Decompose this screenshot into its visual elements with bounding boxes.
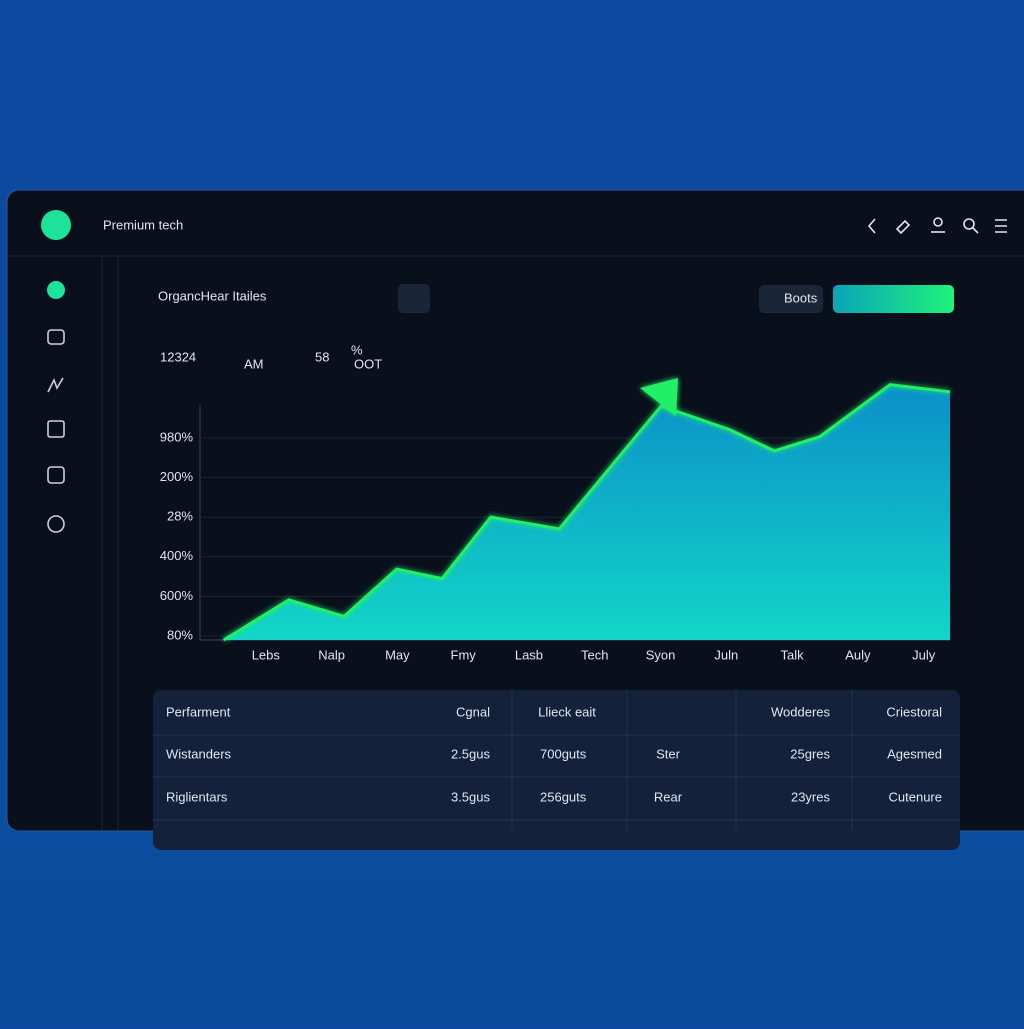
table: Perfarment Cgnal Llieck eait Wodderes Criest… [153,690,960,850]
y-tick-label: 200% [160,469,194,484]
x-tick-label: July [912,647,936,662]
table-cell: 25gres [790,746,830,761]
line [222,383,951,642]
table-header: Perfarment [166,704,231,719]
x-tick-label: Nalp [318,647,345,662]
button-label: Boots [784,290,818,305]
toolbar-icons[interactable] [867,217,1007,235]
sidebar-icons[interactable] [47,281,65,533]
x-tick-label: Auly [845,647,871,662]
table-header: Llieck eait [538,704,596,719]
table-cell: 3.5gus [451,789,491,804]
stat-unit: AM [244,356,264,371]
table-cell: Wistanders [166,746,232,761]
x-tick-label: Juln [714,647,738,662]
page-title: OrgancHear Itailes [158,288,267,303]
table-cell: Cutenure [889,789,942,804]
arrow-head [640,378,678,416]
y-tick-label: 80% [167,627,193,642]
table-header: Wodderes [771,704,831,719]
icon-button[interactable] [398,284,430,313]
table-cell: Ster [656,746,681,761]
x-tick-label: Lebs [252,647,281,662]
table-bg [153,690,960,850]
x-tick-label: Talk [781,647,805,662]
table-cell: Riglientars [166,789,228,804]
y-tick-label: 600% [160,588,194,603]
stat-unit: % [351,342,363,357]
y-tick-label: 980% [160,429,194,444]
y-tick-label: 400% [160,548,194,563]
table-header: Criestoral [886,704,942,719]
table-cell: 2.5gus [451,746,491,761]
table-cell: 700guts [540,746,587,761]
table-cell: 256guts [540,789,587,804]
x-tick-label: May [385,647,410,662]
chart: 980% 200% 28% 400% 600% 80% Lebs Nalp May Fmy Lasb… [160,378,951,662]
stat-value: 12324 [160,349,196,364]
button[interactable] [759,285,823,313]
x-tick-label: Syon [646,647,676,662]
x-tick-label: Fmy [451,647,477,662]
logo[interactable] [41,210,71,240]
stat-sub: OOT [354,356,382,371]
table-cell: Agesmed [887,746,942,761]
x-tick-label: Tech [581,647,608,662]
table-cell: Rear [654,789,683,804]
table-cell: 23yres [791,789,831,804]
app-title: Premium tech [103,217,183,232]
x-tick-label: Lasb [515,647,543,662]
primary-button[interactable] [833,285,954,313]
table-header: Cgnal [456,704,490,719]
y-tick-label: 28% [167,509,193,524]
stat-value: 58 [315,349,329,364]
